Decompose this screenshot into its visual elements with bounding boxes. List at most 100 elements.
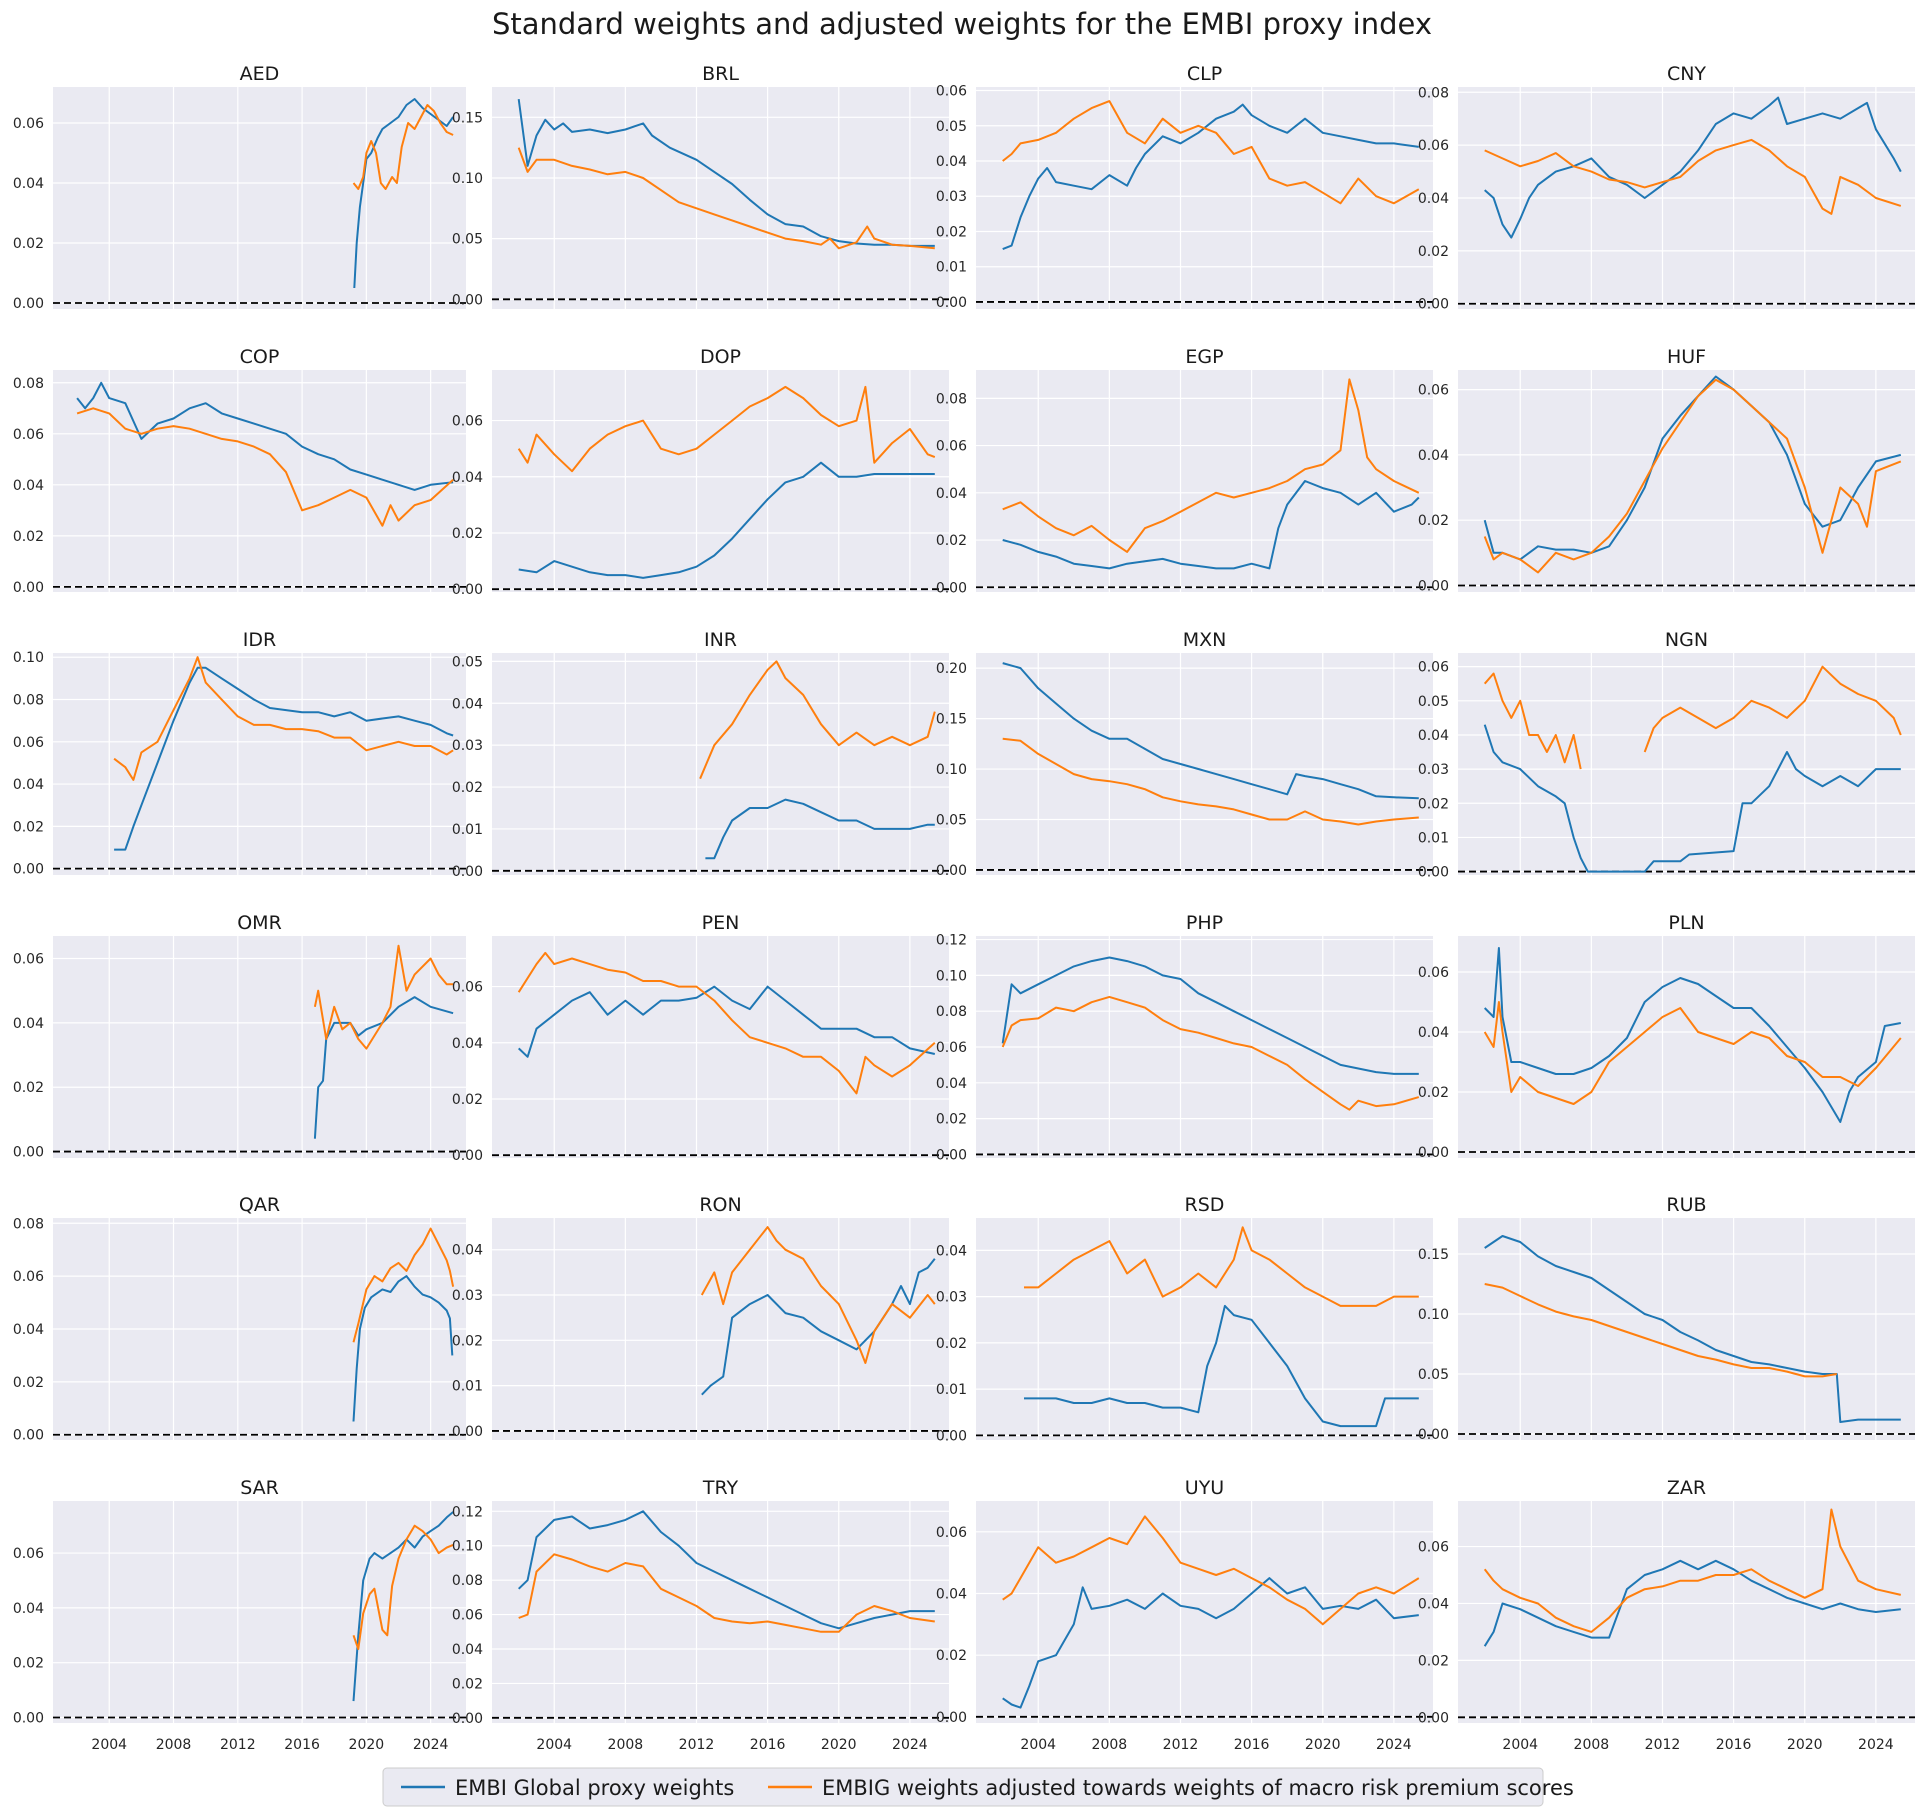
y-tick-label: 0.04 [13,777,44,793]
y-tick-label: 0.03 [936,189,967,205]
y-tick-label: 0.10 [936,762,967,778]
series-line-adjusted [517,385,936,473]
y-tick-label: 0.04 [452,696,483,712]
panel-rsd: 0.00 0.01 0.02 0.03 0.04 RSD [936,1194,1433,1444]
panel-background [53,1501,466,1723]
y-tick-label: 0.06 [936,1525,967,1541]
y-tick-label: 0.00 [936,1147,967,1163]
y-tick-label: 0.02 [1418,796,1449,812]
panel-title: COP [240,346,280,368]
y-tick-label: 0.04 [1418,1596,1449,1612]
x-tick-label: 2016 [1234,1737,1270,1753]
x-tick-label: 2004 [1020,1737,1056,1753]
y-tick-label: 0.06 [13,116,44,132]
x-tick-label: 2012 [220,1737,256,1753]
y-tick-label: 0.08 [13,1216,44,1232]
y-tick-label: 0.04 [1418,191,1449,207]
panel-background [492,370,949,592]
panel-background [976,1218,1433,1440]
y-tick-label: 0.06 [1418,138,1449,154]
series-line-adjusted [352,1524,454,1650]
series-line-adjusted [517,147,935,250]
x-tick-label: 2024 [1376,1737,1412,1753]
panel-background [1458,370,1915,592]
series-line-adjusted [518,1553,935,1633]
y-tick-label: 0.06 [1418,965,1449,981]
x-tick-label: 2012 [1645,1737,1681,1753]
panel-ron: 0.00 0.01 0.02 0.03 0.04 RON [452,1194,949,1440]
panel-title: PEN [702,912,740,934]
series-line-standard [705,798,935,860]
y-tick-label: 0.04 [452,1036,483,1052]
y-tick-label: 0.02 [1418,1085,1449,1101]
panel-background [492,936,949,1158]
panel-title: EGP [1185,346,1223,368]
y-tick-label: 0.00 [452,1148,483,1164]
y-tick-label: 0.04 [936,1587,967,1603]
y-tick-label: 0.04 [13,1601,44,1617]
panel-title: ZAR [1667,1477,1706,1499]
series-line-adjusted [352,104,454,190]
x-tick-label: 2012 [1163,1737,1199,1753]
y-tick-label: 0.02 [1418,1653,1449,1669]
series-line-standard [352,1511,454,1702]
series-line-standard [1002,480,1420,570]
x-tick-label: 2004 [536,1737,572,1753]
series-line-adjusted [1484,1283,1837,1378]
y-tick-label: 0.02 [13,236,44,252]
x-tick-label: 2008 [1574,1737,1610,1753]
panel-background [1458,1218,1915,1440]
series-line-adjusted [1002,378,1420,553]
series-line-standard [518,985,936,1058]
y-tick-label: 0.06 [13,1546,44,1562]
panel-try: 0.00 0.02 0.04 0.06 0.08 0.10 0.12 2004 2008 2012… [452,1477,949,1753]
panel-pln: 0.00 0.02 0.04 0.06 PLN [1418,912,1915,1161]
panel-rub: 0.00 0.05 0.10 0.15 RUB [1418,1194,1915,1443]
x-tick-label: 2020 [1305,1737,1341,1753]
series-line-adjusted [313,944,454,1050]
panel-background [53,370,466,592]
y-tick-label: 0.04 [13,1016,44,1032]
series-line-adjusted [1484,138,1902,215]
panel-background [1458,936,1915,1158]
x-tick-label: 2004 [1502,1737,1538,1753]
y-tick-label: 0.00 [936,580,967,596]
y-tick-label: 0.01 [936,1382,967,1398]
y-tick-label: 0.04 [936,1243,967,1259]
y-tick-label: 0.02 [1418,513,1449,529]
y-tick-label: 0.00 [13,1711,44,1727]
series-line-standard [517,98,935,247]
x-tick-label: 2020 [349,1737,385,1753]
y-tick-label: 0.00 [936,863,967,879]
y-tick-label: 0.02 [936,224,967,240]
y-tick-label: 0.06 [1418,383,1449,399]
series-line-adjusted [1483,1508,1902,1633]
series-line-adjusted [1002,100,1420,205]
y-tick-label: 0.04 [936,154,967,170]
panel-title: BRL [702,63,739,85]
y-tick-label: 0.04 [936,486,967,502]
y-tick-label: 0.00 [13,1428,44,1444]
series-line-adjusted [517,951,936,1095]
x-tick-label: 2020 [821,1737,857,1753]
panel-aed: 0.00 0.02 0.04 0.06 AED [13,63,466,312]
y-tick-label: 0.05 [452,232,483,248]
series-line-standard [1002,662,1419,800]
y-tick-label: 0.04 [13,478,44,494]
panel-background [976,87,1433,309]
series-line-standard [353,98,454,289]
y-tick-label: 0.00 [936,1710,967,1726]
panel-sar: 0.00 0.02 0.04 0.06 2004 2008 2012 2016 2020 2024… [13,1477,466,1753]
series-line-standard [1001,956,1419,1075]
series-line-standard [1483,724,1901,873]
panel-title: CNY [1667,63,1706,85]
panel-title: SAR [240,1477,279,1499]
x-tick-label: 2024 [413,1737,449,1753]
y-tick-label: 0.10 [13,650,44,666]
series-line-adjusted [352,1227,455,1343]
panel-title: MXN [1183,629,1227,651]
y-tick-label: 0.02 [13,529,44,545]
y-tick-label: 0.10 [452,171,483,187]
y-tick-label: 0.00 [1418,297,1449,313]
